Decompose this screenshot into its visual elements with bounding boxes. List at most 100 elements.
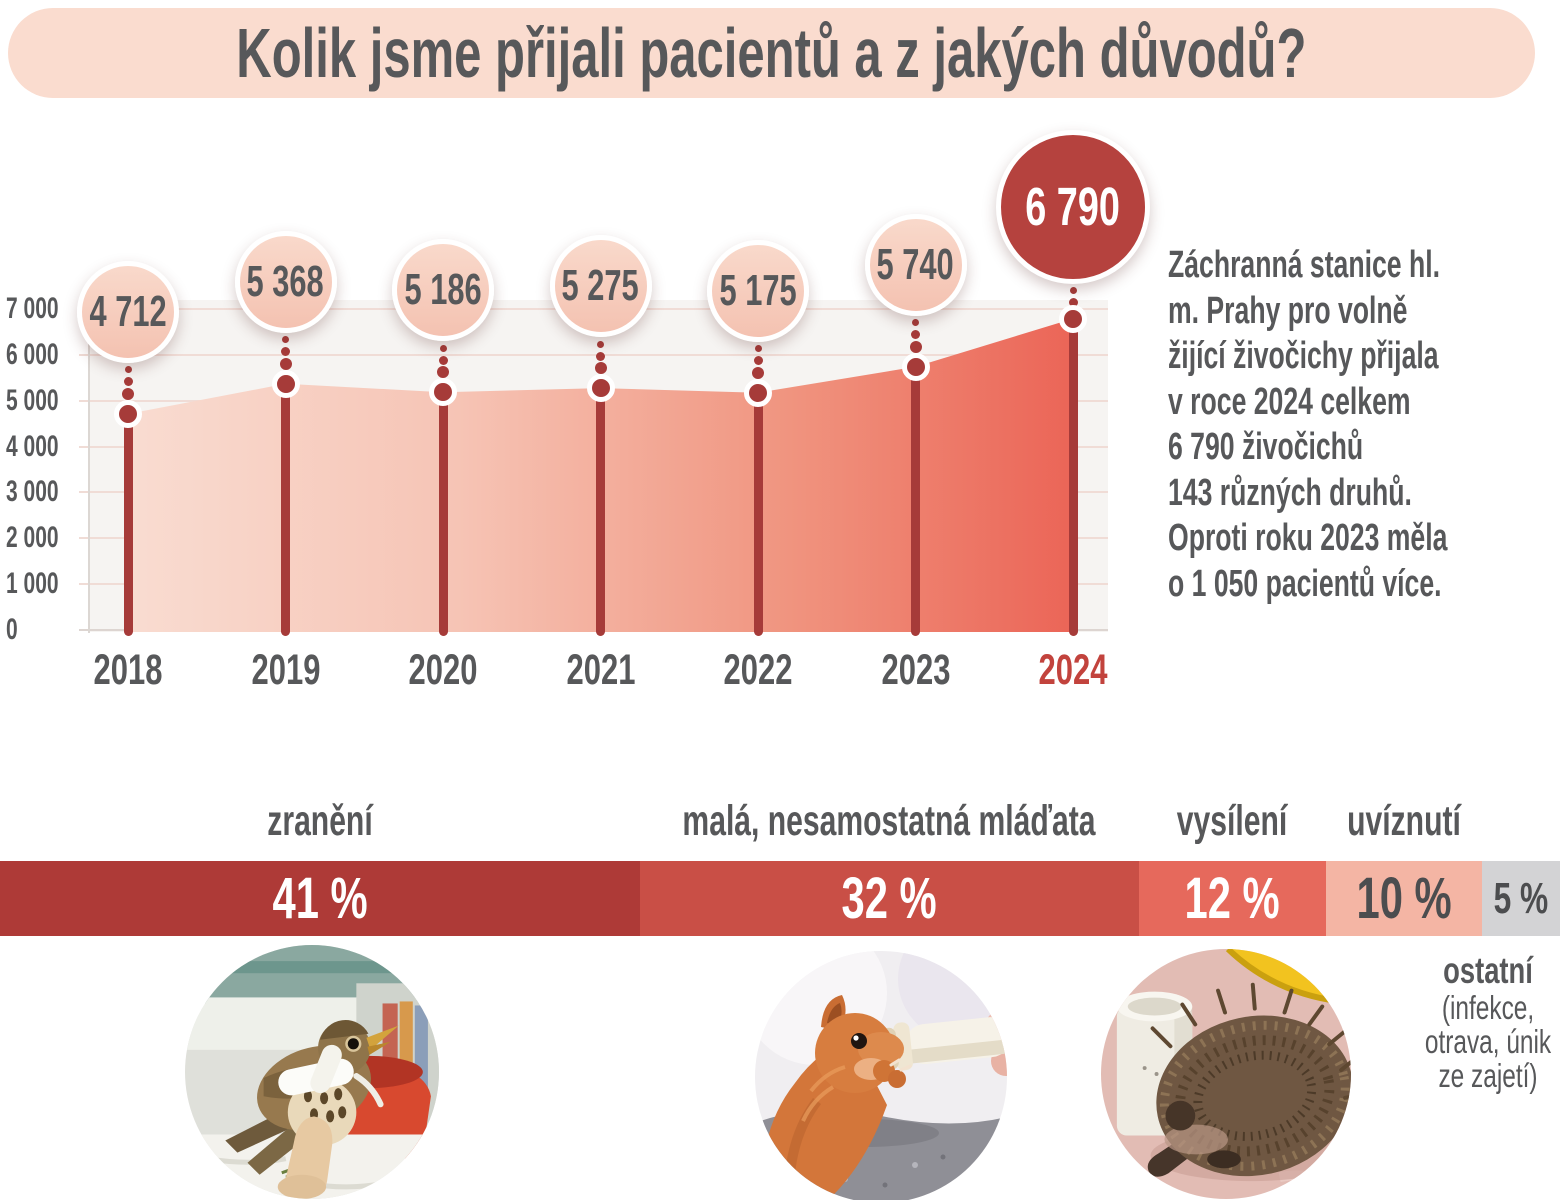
data-point-value: 5 275 <box>561 261 640 311</box>
reason-label: uvíznutí <box>1347 797 1461 845</box>
page-title: Kolik jsme přijali pacientů a z jakých d… <box>236 14 1307 92</box>
data-point-value: 5 186 <box>404 265 482 315</box>
connector-dot <box>909 340 922 353</box>
data-point-value: 5 740 <box>876 239 955 289</box>
annotation-text: Záchranná stanice hl. m. Prahy pro volně… <box>1168 243 1497 607</box>
injured-bird-photo <box>185 945 439 1199</box>
connector-dot <box>1069 287 1077 295</box>
value-bubble: 5 740 <box>864 213 967 316</box>
value-bubble-highlight: 6 790 <box>996 129 1150 284</box>
other-note-line: otrava, únik <box>1424 1023 1552 1060</box>
y-axis-tick: 2 000 <box>6 521 59 555</box>
data-point <box>429 378 457 407</box>
connector-dot <box>279 357 292 370</box>
x-axis-label: 2023 <box>881 646 950 694</box>
gridline <box>79 629 1108 631</box>
other-note-line: (infekce, <box>1441 989 1535 1026</box>
title-bar: Kolik jsme přijali pacientů a z jakých d… <box>8 8 1535 98</box>
y-axis-tick: 4 000 <box>6 429 59 463</box>
bar-segment: 32 % <box>639 861 1139 936</box>
data-bar <box>1068 318 1078 636</box>
hedgehog-photo <box>1101 949 1351 1199</box>
annotation-line: v roce 2024 celkem <box>1168 380 1411 423</box>
reason-label: malá, nesamostatná mláďata <box>682 797 1096 845</box>
quills <box>1150 982 1351 1100</box>
annotation-line: Oproti roku 2023 měla <box>1168 517 1448 559</box>
y-axis-tick: 0 <box>6 613 18 646</box>
data-bar <box>123 413 133 636</box>
bar-segment-value: 12 % <box>1184 866 1280 931</box>
connector-dot <box>438 355 448 365</box>
connector-dot <box>124 366 132 374</box>
hedgehog-illustration <box>1101 949 1351 1199</box>
annotation-line: o 1 050 pacientů více. <box>1168 562 1442 605</box>
y-axis-tick: 7 000 <box>6 292 59 325</box>
connector-dot <box>597 340 604 348</box>
annotation-line: 6 790 živočichů <box>1168 426 1364 468</box>
data-bar <box>753 392 763 636</box>
data-point-value: 6 790 <box>1025 176 1121 237</box>
x-axis-label: 2021 <box>566 646 635 694</box>
connector-dot <box>123 377 133 387</box>
gridline <box>79 353 1108 356</box>
data-point-value: 4 712 <box>89 286 167 336</box>
annotation-line: žijící živočichy přijala <box>1168 335 1439 377</box>
data-point <box>114 399 142 428</box>
squirrel-illustration <box>755 951 1007 1200</box>
bar-segment-value: 10 % <box>1356 866 1452 931</box>
hedgehog-snout <box>1165 1100 1196 1131</box>
bird <box>225 1020 399 1199</box>
connector-dot <box>752 366 764 379</box>
connector-dot <box>122 387 134 400</box>
reasons-stacked-bar: zranění 41 % malá, nesamostatná mláďata 32 … <box>0 780 1560 940</box>
value-bubble: 5 186 <box>392 239 494 342</box>
connector-dot <box>754 345 762 353</box>
bar-segment: 12 % <box>1138 861 1326 936</box>
bar-segment: 5 % <box>1482 861 1560 936</box>
annotation-line: m. Prahy pro volně <box>1168 289 1408 332</box>
data-point <box>1059 304 1087 333</box>
value-bubble: 5 275 <box>549 235 652 338</box>
value-bubble: 4 712 <box>77 260 179 363</box>
data-point-value: 5 175 <box>719 265 797 315</box>
gridline <box>79 445 1108 448</box>
annotation-line: 143 různých druhů. <box>1168 471 1412 514</box>
x-axis-label: 2022 <box>723 646 793 694</box>
data-point <box>586 374 615 403</box>
connector-dot <box>439 344 447 352</box>
hedgehog <box>1147 982 1351 1177</box>
data-point <box>901 352 930 381</box>
reason-label: vysílení <box>1177 797 1288 845</box>
connector-dot <box>594 362 607 375</box>
y-axis-line <box>88 299 90 633</box>
data-bar <box>281 383 290 636</box>
injured-bird-illustration <box>185 945 439 1199</box>
gridline <box>79 583 1108 586</box>
y-axis-tick: 5 000 <box>6 383 59 417</box>
bar-segment-value: 5 % <box>1493 873 1549 923</box>
y-axis-tick: 1 000 <box>6 567 59 601</box>
x-axis-label: 2024 <box>1038 646 1108 694</box>
value-bubble: 5 175 <box>707 239 809 342</box>
squirrel <box>762 995 912 1200</box>
data-point-value: 5 368 <box>246 256 325 306</box>
bar-segment-value: 41 % <box>272 866 368 931</box>
squirrel-feeding-photo <box>755 951 1007 1200</box>
value-bubble: 5 368 <box>234 230 337 333</box>
other-note-line: ze zajetí) <box>1438 1057 1538 1094</box>
x-axis-label: 2019 <box>251 646 320 694</box>
bar-segment: 10 % <box>1326 861 1482 936</box>
other-note-title: ostatní <box>1443 950 1533 991</box>
bar-segment: 41 % <box>0 861 640 936</box>
connector-dot <box>596 351 605 361</box>
gridline <box>79 491 1108 494</box>
data-bar <box>438 392 448 636</box>
reason-label: zranění <box>267 797 373 845</box>
leg-cast <box>285 1116 333 1194</box>
y-axis-tick: 3 000 <box>6 475 59 509</box>
data-bar <box>596 388 605 636</box>
bar-segment-value: 32 % <box>841 866 937 931</box>
y-axis-tick: 6 000 <box>6 337 59 371</box>
data-bar <box>911 366 920 636</box>
